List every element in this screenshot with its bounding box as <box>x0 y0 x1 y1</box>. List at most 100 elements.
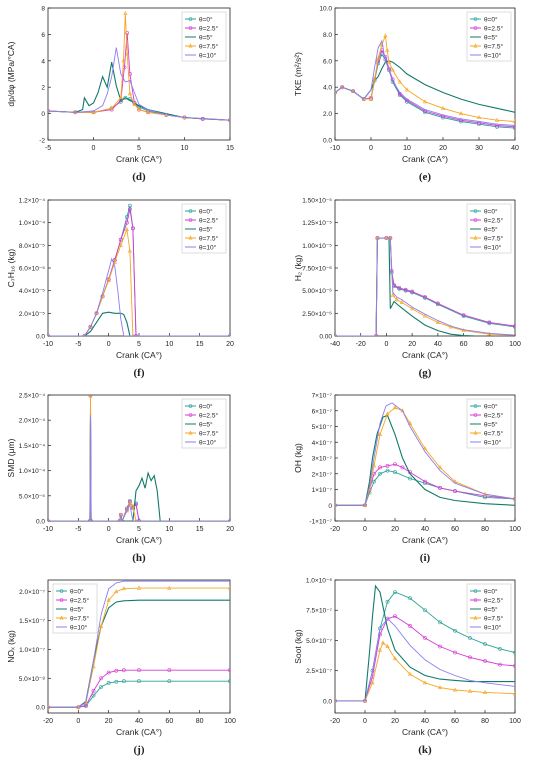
legend: θ=0°θ=2.5°θ=5°θ=7.5°θ=10° <box>181 398 227 449</box>
series-line-4 <box>48 580 230 708</box>
legend-label: θ=7.5° <box>199 235 218 243</box>
legend-label: θ=0° <box>484 403 498 411</box>
series-point-3 <box>386 59 392 64</box>
x-axis-label: Crank (CA°) <box>116 154 162 164</box>
y-tick-label: 3×10⁻⁷ <box>312 456 333 463</box>
series-point-1 <box>106 670 111 675</box>
legend-marker <box>473 235 478 240</box>
series-point-0 <box>385 468 390 473</box>
x-tick-label: 20 <box>226 341 234 348</box>
x-tick-label: 15 <box>226 145 234 152</box>
legend-marker <box>473 43 478 48</box>
series-point-1 <box>118 237 123 242</box>
series-point-0 <box>483 642 487 646</box>
chart-panel-2: -10 -5 0 5 10 15 20 0.0 2.0×10⁻⁵ 4.0×10⁻⁵ 6.0×10⁻⁵… <box>6 198 234 380</box>
series-point-3 <box>91 109 96 114</box>
series-point-3 <box>145 109 151 114</box>
series-point-1 <box>423 636 427 640</box>
legend-label: θ=2.5° <box>484 217 503 225</box>
series-point-1 <box>121 668 126 673</box>
legend-label: θ=5° <box>484 226 498 234</box>
series-point-1 <box>410 289 415 294</box>
legend-label: θ=10° <box>484 439 502 447</box>
x-tick-label: -10 <box>43 526 53 533</box>
series-line-4 <box>335 237 515 336</box>
series-point-3 <box>106 597 111 602</box>
legend-label: θ=0° <box>484 208 498 216</box>
series-point-3 <box>385 47 390 52</box>
series-point-3 <box>494 117 500 122</box>
x-tick-label: 20 <box>391 526 399 533</box>
series-point-3 <box>127 248 133 253</box>
legend-marker <box>188 235 193 240</box>
y-axis-label: Soot (kg) <box>293 629 303 664</box>
series-point-0 <box>99 685 103 689</box>
series-point-1 <box>408 624 412 628</box>
x-tick-label: 20 <box>408 341 416 348</box>
legend-marker <box>188 26 193 30</box>
series-point-3 <box>106 278 111 282</box>
x-tick-label: 5 <box>137 341 141 348</box>
series-line-2 <box>335 60 515 113</box>
y-tick-label: 4×10⁻⁷ <box>312 440 333 447</box>
legend-label: θ=2.5° <box>70 597 89 605</box>
y-axis-label: NOₓ (kg) <box>6 630 16 663</box>
chart-panel-7: -20 0 20 40 60 80 100 0.0 2.5×10⁻⁷ 5.0×10⁻⁷ 7.5×10… <box>293 578 521 757</box>
series-line-0 <box>335 470 515 506</box>
series-point-1 <box>397 286 402 290</box>
y-tick-label: 0 <box>41 111 45 118</box>
chart-panel-4: -10 -5 0 5 10 15 20 0.0 5.0×10⁻⁵ 1.0×10⁻⁴ 1.5×10⁻⁴… <box>6 393 234 565</box>
legend-marker <box>188 17 193 21</box>
series-point-1 <box>461 313 466 318</box>
y-tick-label: 0.0 <box>323 698 332 705</box>
series-point-3 <box>390 292 395 297</box>
y-tick-label: 6.0×10⁻⁵ <box>19 266 45 273</box>
y-tick-label: 5.0×10⁻⁷ <box>306 638 332 645</box>
y-tick-label: 5×10⁻⁷ <box>312 424 333 431</box>
y-tick-label: 1.50×10⁻⁵ <box>302 198 332 205</box>
series-point-3 <box>227 585 230 590</box>
x-tick-label: 100 <box>509 341 521 348</box>
series-point-3 <box>377 431 383 436</box>
x-axis-label: Crank (CA°) <box>116 535 162 545</box>
x-axis-label: Crank (CA°) <box>402 350 448 360</box>
legend-label: θ=7.5° <box>484 615 503 623</box>
series-point-3 <box>109 105 114 110</box>
x-tick-label: -40 <box>330 341 340 348</box>
series-point-1 <box>127 207 132 211</box>
series-point-1 <box>513 663 515 668</box>
legend-label: θ=2.5° <box>484 25 503 33</box>
series-point-3 <box>410 306 415 311</box>
series-line-0 <box>335 53 515 129</box>
panel-label: (d) <box>132 171 146 183</box>
series-point-0 <box>408 596 412 601</box>
x-tick-label: 20 <box>105 718 113 725</box>
legend-label: θ=2.5° <box>199 217 218 225</box>
x-tick-label: 20 <box>391 718 399 725</box>
legend-marker <box>473 26 478 30</box>
x-tick-label: 5 <box>137 526 141 533</box>
legend-label: θ=5° <box>484 34 498 42</box>
y-tick-label: -2 <box>39 138 45 145</box>
series-point-0 <box>91 693 96 698</box>
series-point-3 <box>435 319 440 324</box>
series-line-4 <box>48 47 230 121</box>
series-point-0 <box>123 95 128 100</box>
series-point-3 <box>380 640 386 645</box>
x-tick-label: 15 <box>196 341 204 348</box>
series-point-0 <box>438 620 442 625</box>
series-point-3 <box>124 508 129 513</box>
series-line-4 <box>335 39 515 126</box>
series-point-3 <box>124 227 129 231</box>
x-tick-label: 10 <box>181 145 189 152</box>
legend: θ=0°θ=2.5°θ=5°θ=7.5°θ=10° <box>466 583 512 634</box>
series-line-4 <box>335 402 515 506</box>
y-tick-label: 4 <box>41 58 45 65</box>
x-tick-label: 80 <box>196 718 204 725</box>
series-point-1 <box>453 650 457 655</box>
x-tick-label: 80 <box>485 341 493 348</box>
series-point-1 <box>99 676 103 681</box>
x-tick-label: 20 <box>439 145 447 152</box>
series-point-1 <box>438 644 442 649</box>
